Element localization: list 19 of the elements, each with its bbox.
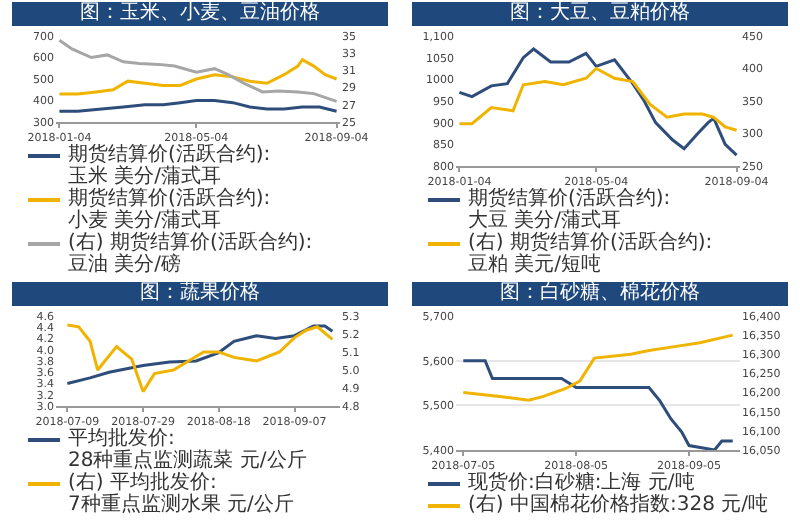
line-series [57, 58, 339, 96]
line-series [461, 359, 735, 450]
legend-label: 平均批发价:28种重点监测蔬菜 元/公斤 [68, 428, 307, 472]
legend-label: (右) 中国棉花价格指数:328 元/吨 [468, 494, 768, 516]
chart-title: 图：大豆、豆粕价格 [412, 2, 788, 26]
line-series [57, 38, 339, 103]
legend-label: (右) 期货结算价(活跃合约):豆粕 美元/短吨 [468, 232, 713, 276]
chart-title: 图：白砂糖、棉花价格 [412, 282, 788, 306]
chart-title: 图：蔬果价格 [12, 282, 388, 306]
legend-label: 期货结算价(活跃合约):大豆 美分/蒲式耳 [468, 188, 671, 232]
line-series [457, 67, 739, 132]
legend-label: (右) 期货结算价(活跃合约):豆油 美分/磅 [68, 232, 313, 276]
legend-label: 现货价:白砂糖:上海 元/吨 [468, 472, 695, 494]
line-series [457, 47, 739, 157]
legend-label: 期货结算价(活跃合约):小麦 美分/蒲式耳 [68, 188, 271, 232]
line-series [461, 333, 735, 402]
legend-label: (右) 平均批发价:7种重点监测水果 元/公斤 [68, 472, 294, 516]
legend-label: 期货结算价(活跃合约):玉米 美分/蒲式耳 [68, 144, 271, 188]
chart-title: 图：玉米、小麦、豆油价格 [12, 2, 388, 26]
